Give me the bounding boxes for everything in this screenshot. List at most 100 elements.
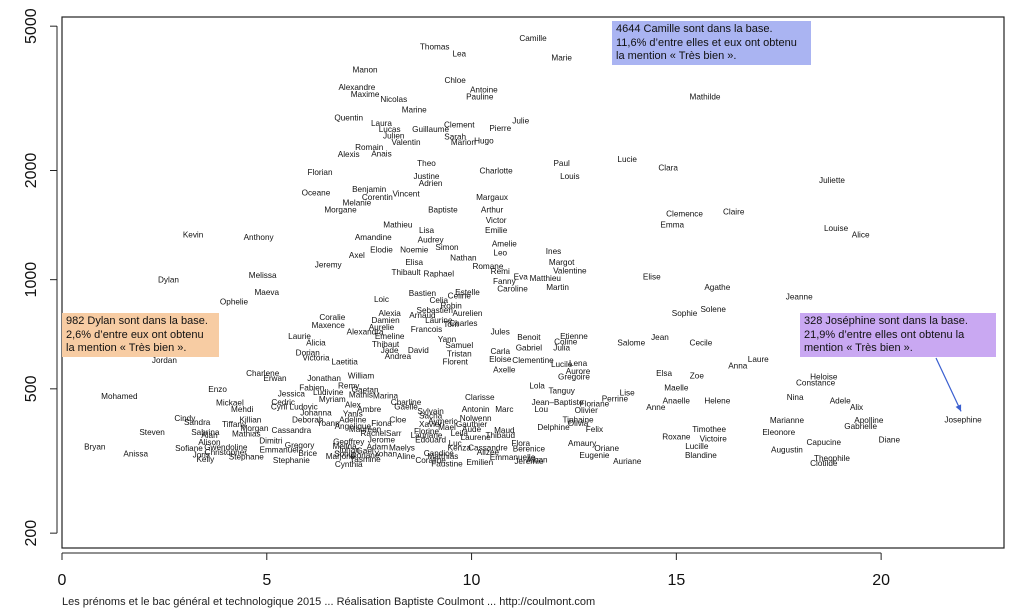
point-label: Camille xyxy=(519,34,547,43)
point-label: Matthieu xyxy=(530,274,562,283)
point-label: Victoire xyxy=(700,434,728,443)
point-label: Christopher xyxy=(205,448,248,457)
point-label: Juliette xyxy=(819,176,845,185)
point-label: Perrine xyxy=(602,395,629,404)
x-tick-label: 15 xyxy=(667,572,685,589)
y-tick-label: 1000 xyxy=(23,262,40,298)
point-label: Bryan xyxy=(84,442,106,451)
point-label: Alice xyxy=(852,231,870,240)
point-label: Corentin xyxy=(362,193,393,202)
point-label: Joris xyxy=(193,450,210,459)
point-label: Fiona xyxy=(371,419,392,428)
y-tick-label: 5000 xyxy=(23,8,40,44)
point-label: Solene xyxy=(700,305,726,314)
point-label: Emmanuel xyxy=(259,446,298,455)
point-label: Stephane xyxy=(229,453,265,462)
point-label: Lucille xyxy=(685,442,709,451)
point-label: Tanguy xyxy=(548,386,575,395)
point-label: Flora xyxy=(511,439,530,448)
point-label: Benoit xyxy=(517,333,541,342)
point-label: Melissa xyxy=(249,271,277,280)
point-label: Myriam xyxy=(319,395,346,404)
point-label: Louis xyxy=(560,172,580,181)
point-label: Mathieu xyxy=(383,220,413,229)
point-label: Benjamin xyxy=(352,185,387,194)
point-label: Paul xyxy=(553,159,570,168)
point-label: Ambre xyxy=(357,405,382,414)
point-label: Lou xyxy=(534,405,548,414)
point-label: Theophile xyxy=(814,454,850,463)
point-label: Eugenie xyxy=(579,451,609,460)
point-label: Heloise xyxy=(810,373,838,382)
point-label: Roxane xyxy=(662,432,691,441)
point-label: Amaury xyxy=(568,439,597,448)
point-label: Julia xyxy=(553,344,570,353)
point-label: Julien xyxy=(383,131,405,140)
point-label: Alizee xyxy=(477,448,500,457)
point-label: Dorian xyxy=(296,348,321,357)
point-label: Yanis xyxy=(343,410,363,419)
point-label: Thomas xyxy=(420,42,450,51)
point-label: Marina xyxy=(373,391,398,400)
point-label: Laurine xyxy=(425,316,453,325)
point-label: Dylan xyxy=(158,276,179,285)
point-label: Gregoire xyxy=(558,373,590,382)
point-label: Maeva xyxy=(254,288,279,297)
point-label: Raphael xyxy=(424,269,455,278)
point-label: Cloe xyxy=(389,415,406,424)
point-label: Axel xyxy=(349,251,365,260)
y-tick-label: 2000 xyxy=(23,153,40,189)
point-label: Jessica xyxy=(278,390,306,399)
point-label: Eva xyxy=(514,273,529,282)
point-label: Jules xyxy=(491,327,510,336)
point-label: Charlotte xyxy=(480,166,514,175)
point-label: Marianne xyxy=(770,416,805,425)
point-label: Aude xyxy=(462,425,482,434)
point-label: Jade xyxy=(381,346,399,355)
point-label: Marine xyxy=(402,105,427,114)
point-label: Killian xyxy=(239,415,261,424)
point-label: Thibaud xyxy=(485,431,515,440)
point-label: Sonia xyxy=(334,449,355,458)
point-label: Elsa xyxy=(656,369,672,378)
point-label: Alicia xyxy=(306,339,326,348)
point-label: Robin xyxy=(440,301,462,310)
point-label: Gaetan xyxy=(352,385,379,394)
point-label: Fabien xyxy=(299,383,324,392)
point-label: Margot xyxy=(549,258,575,267)
point-label: Maelle xyxy=(664,383,689,392)
point-label: Emmanuelle xyxy=(490,453,536,462)
point-label: Constance xyxy=(796,379,836,388)
point-label: Olivier xyxy=(575,406,598,415)
point-label: Damien xyxy=(371,316,400,325)
point-label: Ludovic xyxy=(290,402,318,411)
point-label: Zoe xyxy=(690,371,705,380)
point-label: Cassandre xyxy=(468,443,508,452)
point-label: Romain xyxy=(355,143,384,152)
point-label: Nicolas xyxy=(380,95,407,104)
point-label: Marie xyxy=(551,53,572,62)
point-label: Lauriane xyxy=(411,431,443,440)
point-label: Sarr xyxy=(386,429,402,438)
point-label: Remi xyxy=(491,267,510,276)
point-label: Valentine xyxy=(553,266,587,275)
point-label: Hugo xyxy=(474,136,494,145)
annotation-camille-line3: la mention « Très bien ». xyxy=(616,50,737,62)
point-label: Leila xyxy=(451,429,469,438)
point-label: Ludivine xyxy=(313,388,344,397)
point-label: Dimitri xyxy=(259,437,282,446)
point-label: Anaelle xyxy=(663,396,691,405)
annotation-dylan-line2: 2,6% d’entre eux ont obtenu xyxy=(66,328,204,341)
point-label: Salome xyxy=(617,339,645,348)
point-label: Alban xyxy=(527,456,548,465)
point-label: Noemie xyxy=(400,246,429,255)
point-label: Ophelie xyxy=(220,298,249,307)
point-label: Emilien xyxy=(466,458,493,467)
point-label: Emilie xyxy=(485,226,508,235)
point-label: Charlene xyxy=(246,369,280,378)
point-label: Laura xyxy=(371,119,392,128)
point-label: Delphine xyxy=(537,423,570,432)
point-label: Adele xyxy=(830,396,851,405)
annotation-camille-line1: 4644 Camille sont dans la base. xyxy=(616,23,773,35)
